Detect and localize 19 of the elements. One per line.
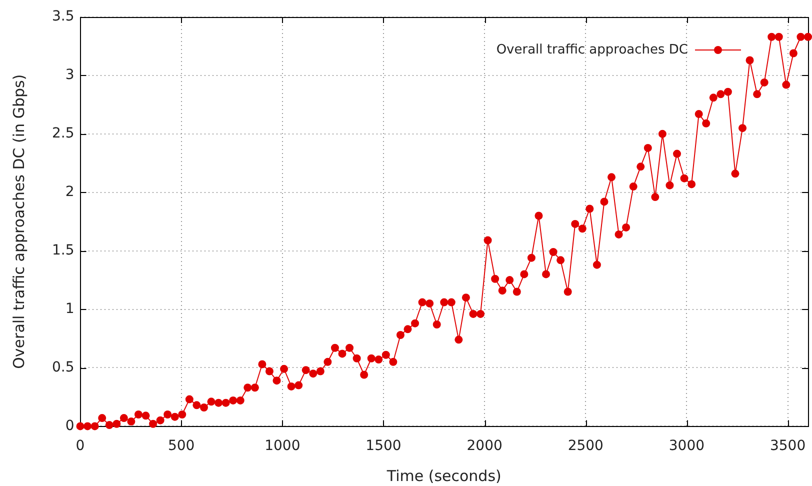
x-tick-label: 0 bbox=[76, 438, 85, 454]
x-tick-label: 500 bbox=[168, 438, 195, 454]
y-tick-label: 3.5 bbox=[52, 8, 74, 25]
x-tick-label: 2000 bbox=[466, 438, 502, 454]
y-axis-title: Overall traffic approaches DC (in Gbps) bbox=[10, 74, 28, 369]
x-tick-label: 3500 bbox=[770, 438, 806, 454]
x-tick-label: 1500 bbox=[366, 438, 402, 454]
y-tick-label: 2 bbox=[65, 184, 74, 200]
y-tick-label: 1 bbox=[65, 300, 74, 317]
x-axis-title: Time (seconds) bbox=[386, 466, 502, 485]
x-tick-label: 3000 bbox=[668, 438, 705, 454]
y-tick-label: 2.5 bbox=[52, 126, 74, 142]
y-tick-label: 0 bbox=[65, 418, 74, 434]
legend-label: Overall traffic approaches DC bbox=[496, 42, 688, 58]
y-tick-label: 0.5 bbox=[52, 359, 74, 376]
x-tick-label: 2500 bbox=[568, 438, 604, 454]
x-tick-label: 1000 bbox=[264, 438, 300, 454]
y-tick-label: 3 bbox=[65, 67, 74, 84]
y-tick-label: 1.5 bbox=[52, 242, 74, 258]
